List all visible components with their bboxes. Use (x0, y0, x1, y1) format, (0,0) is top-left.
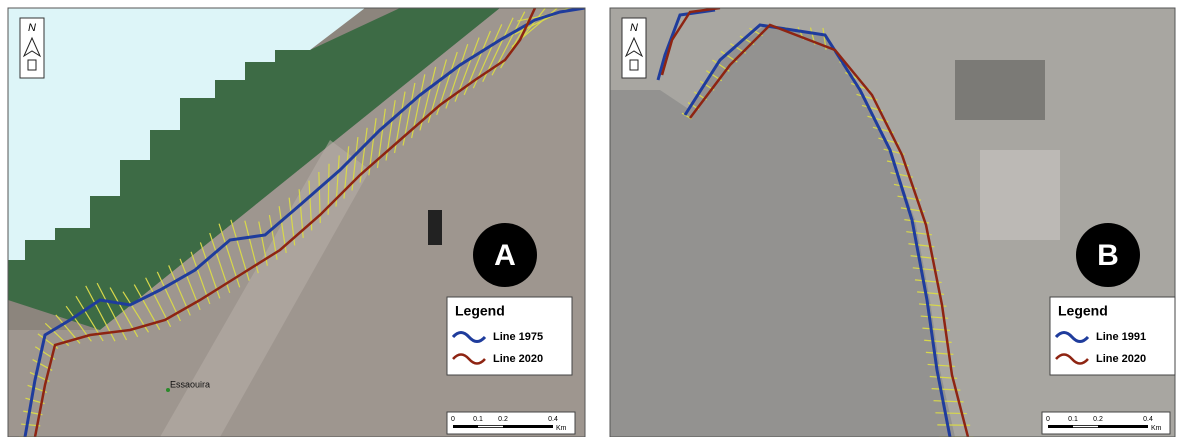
scale-label: 0.4 (1143, 416, 1153, 423)
scale-label: 0.1 (1068, 416, 1078, 423)
scale-label: 0 (1046, 416, 1050, 423)
scale-unit: Km (1151, 425, 1162, 432)
figure: Essaouira N A Legend Line 1975 Line 2020 0 0.1… (0, 0, 1182, 437)
panel-label: B (1097, 239, 1119, 272)
north-label: N (630, 22, 638, 34)
block (980, 150, 1060, 240)
legend-title: Legend (1058, 303, 1108, 319)
scale-bar-seg (1073, 426, 1098, 427)
panel-label: A (494, 239, 516, 272)
scale-label: 0.2 (1093, 416, 1103, 423)
scale-unit: Km (556, 425, 567, 432)
legend-item: Line 2020 (1096, 353, 1146, 365)
legend-item: Line 1991 (1096, 331, 1146, 343)
pond (428, 210, 442, 245)
scale-label: 0.2 (498, 416, 508, 423)
legend-title: Legend (455, 303, 505, 319)
scale-label: 0.1 (473, 416, 483, 423)
scale-label: 0.4 (548, 416, 558, 423)
place-label: Essaouira (170, 379, 210, 389)
block (955, 60, 1045, 120)
page: {"panels": [ {"label": "A", "north": "N"… (0, 0, 1182, 437)
legend-item: Line 2020 (493, 353, 543, 365)
scale-label: 0 (451, 416, 455, 423)
north-label: N (28, 22, 36, 34)
scale-bar-seg (478, 426, 503, 427)
legend-item: Line 1975 (493, 331, 543, 343)
